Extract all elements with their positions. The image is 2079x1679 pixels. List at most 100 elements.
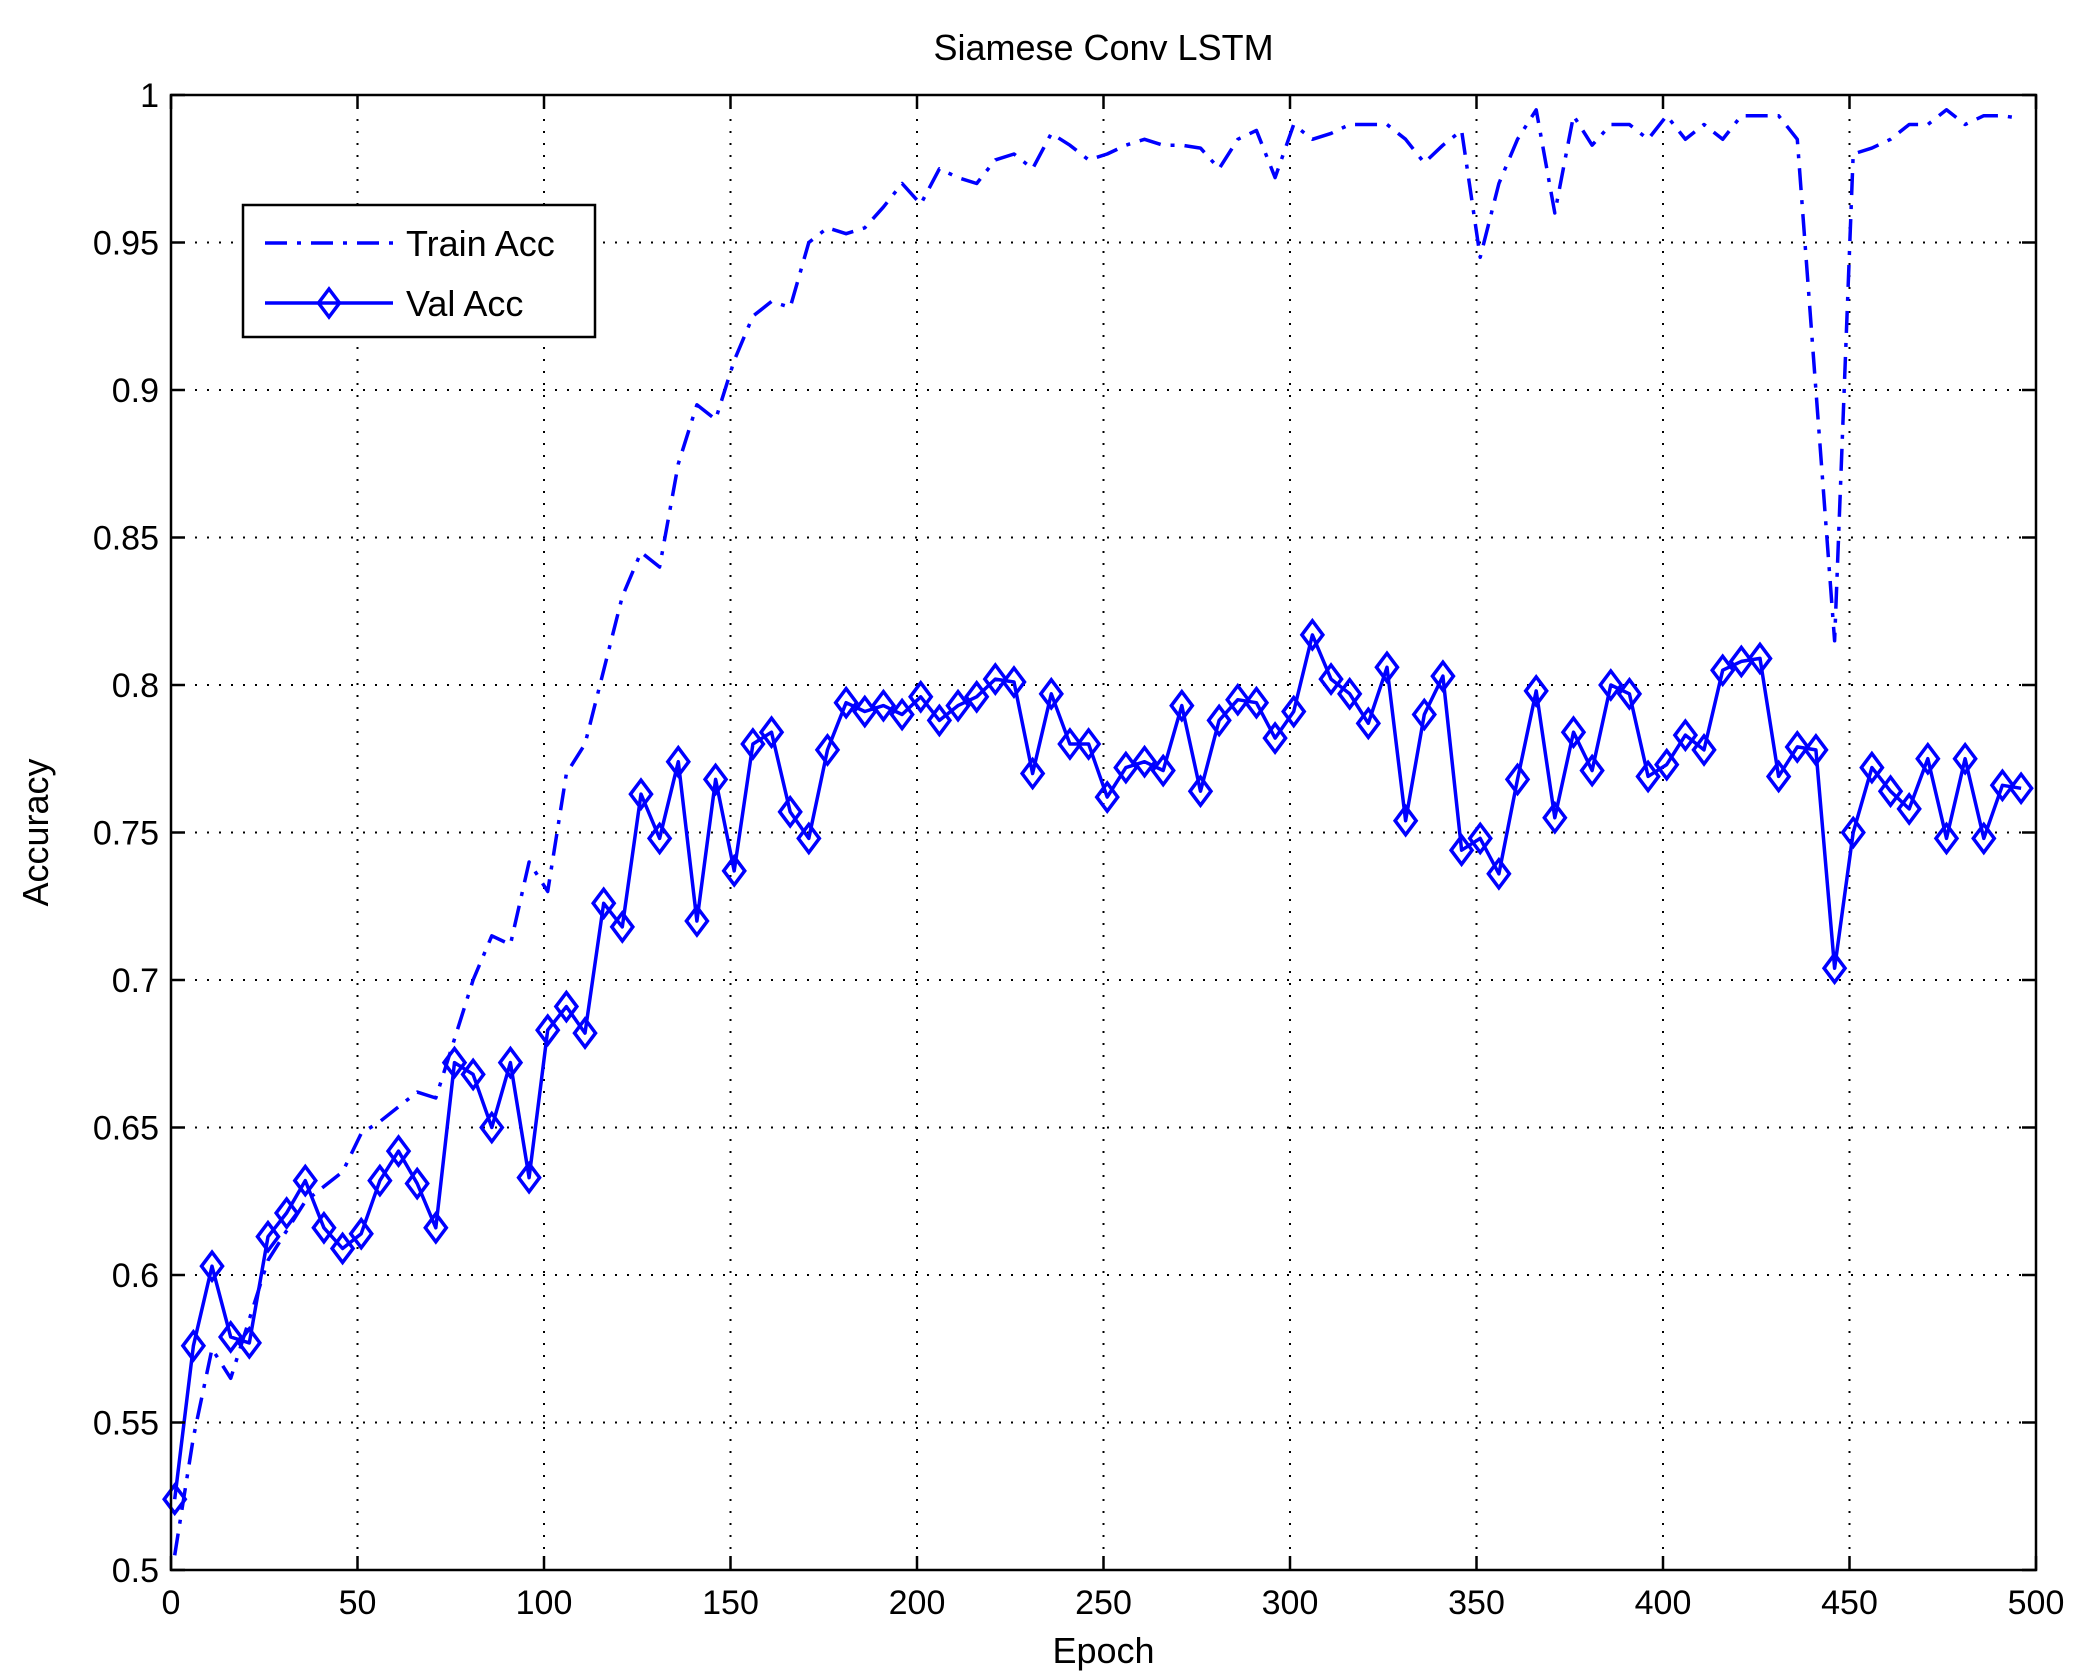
val-acc-point [1486,856,1512,891]
val-acc-point [702,762,729,797]
val-acc-point [646,821,673,856]
val-acc-point [497,1045,524,1080]
val-acc-point [684,904,710,938]
y-tick-label: 0.5 [112,1552,159,1590]
val-acc-point [348,1216,374,1251]
val-acc-point [1001,665,1027,699]
x-tick-label: 0 [162,1584,181,1622]
val-acc-point [1523,673,1549,708]
val-acc-point [1691,732,1717,767]
val-acc-point [1598,668,1624,702]
val-acc-point [1392,803,1419,838]
val-acc-point [479,1110,505,1145]
val-acc-point [1915,741,1941,776]
val-acc-point [665,744,691,779]
val-acc-point [1635,759,1661,794]
val-acc-point [162,1482,188,1517]
val-acc-point [870,688,897,723]
val-acc-point [1765,759,1792,794]
val-acc-point [1355,706,1382,741]
legend: Train Acc Val Acc [241,203,597,339]
val-acc-point [1803,732,1829,767]
val-acc-point [721,853,747,888]
val-acc-point [1038,676,1064,711]
val-acc-point [1728,644,1755,679]
val-acc-point [329,1231,356,1266]
val-acc-point [777,794,803,829]
series-line-1 [172,633,2022,1500]
val-acc-point [1169,688,1195,723]
val-acc-point [1187,774,1214,809]
legend-label-val-acc: Val Acc [406,283,523,324]
val-acc-point [423,1210,449,1245]
val-acc-point [460,1057,486,1092]
val-acc-point [1542,800,1568,835]
x-tick-label: 400 [1635,1584,1692,1622]
val-acc-point [1933,821,1960,856]
val-acc-point [2008,771,2034,806]
val-acc-point [1430,659,1456,694]
val-acc-point [1262,721,1288,756]
y-tick-label: 0.85 [93,520,159,558]
val-acc-point [1150,753,1176,788]
val-acc-point [367,1163,393,1198]
val-acc-point [255,1219,281,1254]
y-tick-label: 0.9 [112,372,159,410]
x-tick-label: 200 [889,1584,946,1622]
y-tick-label: 0.65 [93,1110,159,1148]
val-acc-point [1672,718,1699,753]
val-acc-point [1877,774,1904,809]
val-acc-point [236,1325,263,1360]
val-acc-point [1225,682,1251,717]
val-acc-point [199,1249,225,1284]
legend-marker-val-acc [316,286,342,320]
val-acc-point [1094,780,1120,815]
val-acc-point [1654,747,1680,782]
val-acc-point [908,679,934,714]
val-acc-point [1840,815,1866,850]
x-tick-label: 100 [516,1584,573,1622]
y-axis-label: Accuracy [15,758,56,906]
val-acc-point [1299,617,1326,652]
val-acc-point [273,1196,300,1230]
y-tick-label: 0.6 [112,1257,159,1295]
series-line-0 [172,108,2022,1556]
val-acc-point [1243,685,1270,720]
y-tick-label: 0.7 [112,962,159,1000]
val-acc-point [1206,703,1232,738]
val-acc-point [945,688,971,723]
y-tick-label: 1 [140,77,159,115]
val-acc-point [1952,741,1978,776]
val-acc-point [1821,951,1848,986]
val-acc-point [758,715,785,750]
chart-title: Siamese Conv LSTM [933,27,1273,68]
val-acc-point [609,909,636,944]
val-acc-point [814,732,841,767]
val-acc-point [1374,650,1400,685]
val-acc-point [1504,762,1531,797]
val-acc-point [1131,744,1158,779]
val-acc-point [553,989,580,1024]
val-acc-point [311,1210,337,1245]
val-acc-point [1467,821,1493,856]
y-tick-label: 0.75 [93,815,159,853]
y-tick-label: 0.95 [93,225,159,263]
val-acc-point [535,1013,561,1048]
val-acc-point [404,1166,430,1201]
val-acc-point [217,1320,244,1354]
x-tick-label: 500 [2008,1584,2065,1622]
val-acc-point [889,697,915,732]
val-acc-point [1318,662,1344,697]
x-tick-label: 50 [339,1584,377,1622]
val-acc-point [1859,750,1885,785]
val-acc-point [1784,730,1810,764]
val-acc-point [1057,727,1083,761]
y-tick-label: 0.55 [93,1405,159,1443]
val-acc-point [1989,768,2016,803]
x-tick-label: 250 [1075,1584,1132,1622]
y-tick-label: 0.8 [112,667,159,705]
val-acc-point [1747,641,1773,676]
val-acc-point [590,886,617,921]
val-acc-point [628,777,654,812]
